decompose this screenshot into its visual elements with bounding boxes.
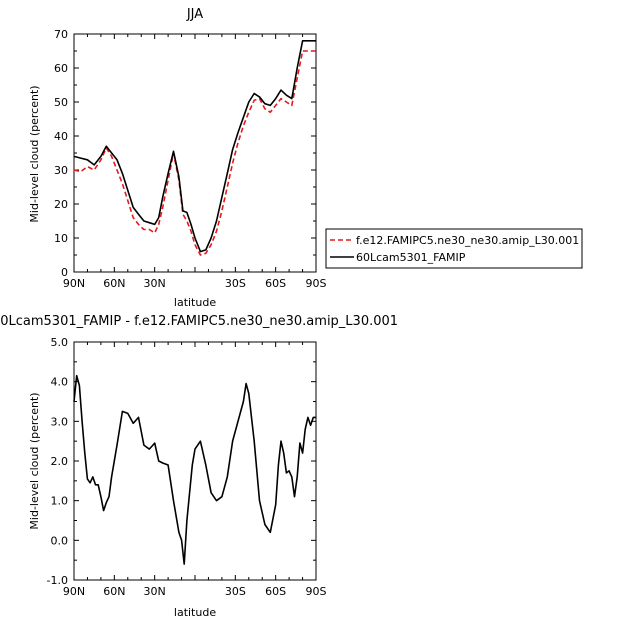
x-tick-label: 30N xyxy=(144,585,166,598)
x-tick-label: 30N xyxy=(144,277,166,290)
x-tick-label: 30S xyxy=(225,585,246,598)
y-tick-label: 3.0 xyxy=(51,415,69,428)
top-chart-x-axis-label: latitude xyxy=(174,296,216,309)
y-tick-label: 10 xyxy=(54,232,68,245)
x-tick-label: 30S xyxy=(225,277,246,290)
series-line-1 xyxy=(73,374,316,565)
y-tick-label: 0.0 xyxy=(51,534,69,547)
y-tick-label: 20 xyxy=(54,198,68,211)
bottom-chart-title: 60Lcam5301_FAMIP - f.e12.FAMIPC5.ne30_ne… xyxy=(0,314,398,329)
top-chart-title: JJA xyxy=(186,7,203,22)
x-tick-label: 90S xyxy=(306,585,327,598)
x-tick-label: 60S xyxy=(265,277,286,290)
bottom-chart-panel: 60Lcam5301_FAMIP - f.e12.FAMIPC5.ne30_ne… xyxy=(0,314,398,619)
y-tick-label: 70 xyxy=(54,28,68,41)
legend: f.e12.FAMIPC5.ne30_ne30.amip_L30.001 60L… xyxy=(325,228,583,269)
legend-box xyxy=(325,228,583,269)
legend-entry-series-2: 60Lcam5301_FAMIP xyxy=(356,251,466,264)
y-tick-label: 50 xyxy=(54,96,68,109)
y-tick-label: 1.0 xyxy=(51,495,69,508)
top-chart-panel: JJA Mid-level cloud (percent) latitude 0… xyxy=(28,7,327,309)
x-tick-label: 60N xyxy=(103,585,125,598)
x-tick-label: 60N xyxy=(103,277,125,290)
x-tick-label: 90N xyxy=(63,277,85,290)
series-line-2 xyxy=(73,39,316,253)
bottom-chart-y-axis-label: Mid-level cloud (percent) xyxy=(28,392,41,529)
legend-entry-series-1: f.e12.FAMIPC5.ne30_ne30.amip_L30.001 xyxy=(356,234,579,247)
top-chart-y-axis-label: Mid-level cloud (percent) xyxy=(28,85,41,222)
y-tick-label: 4.0 xyxy=(51,376,69,389)
x-tick-label: 60S xyxy=(265,585,286,598)
x-tick-label: 90S xyxy=(306,277,327,290)
y-tick-label: 2.0 xyxy=(51,455,69,468)
y-tick-label: 5.0 xyxy=(51,336,69,349)
y-tick-label: 30 xyxy=(54,164,68,177)
y-tick-label: 40 xyxy=(54,130,68,143)
plot-frame xyxy=(73,341,317,581)
x-tick-label: 90N xyxy=(63,585,85,598)
y-tick-label: 0 xyxy=(61,266,68,279)
y-tick-label: 60 xyxy=(54,62,68,75)
bottom-chart-x-axis-label: latitude xyxy=(174,606,216,619)
series-line-1 xyxy=(73,50,316,256)
y-tick-label: -1.0 xyxy=(47,574,68,587)
